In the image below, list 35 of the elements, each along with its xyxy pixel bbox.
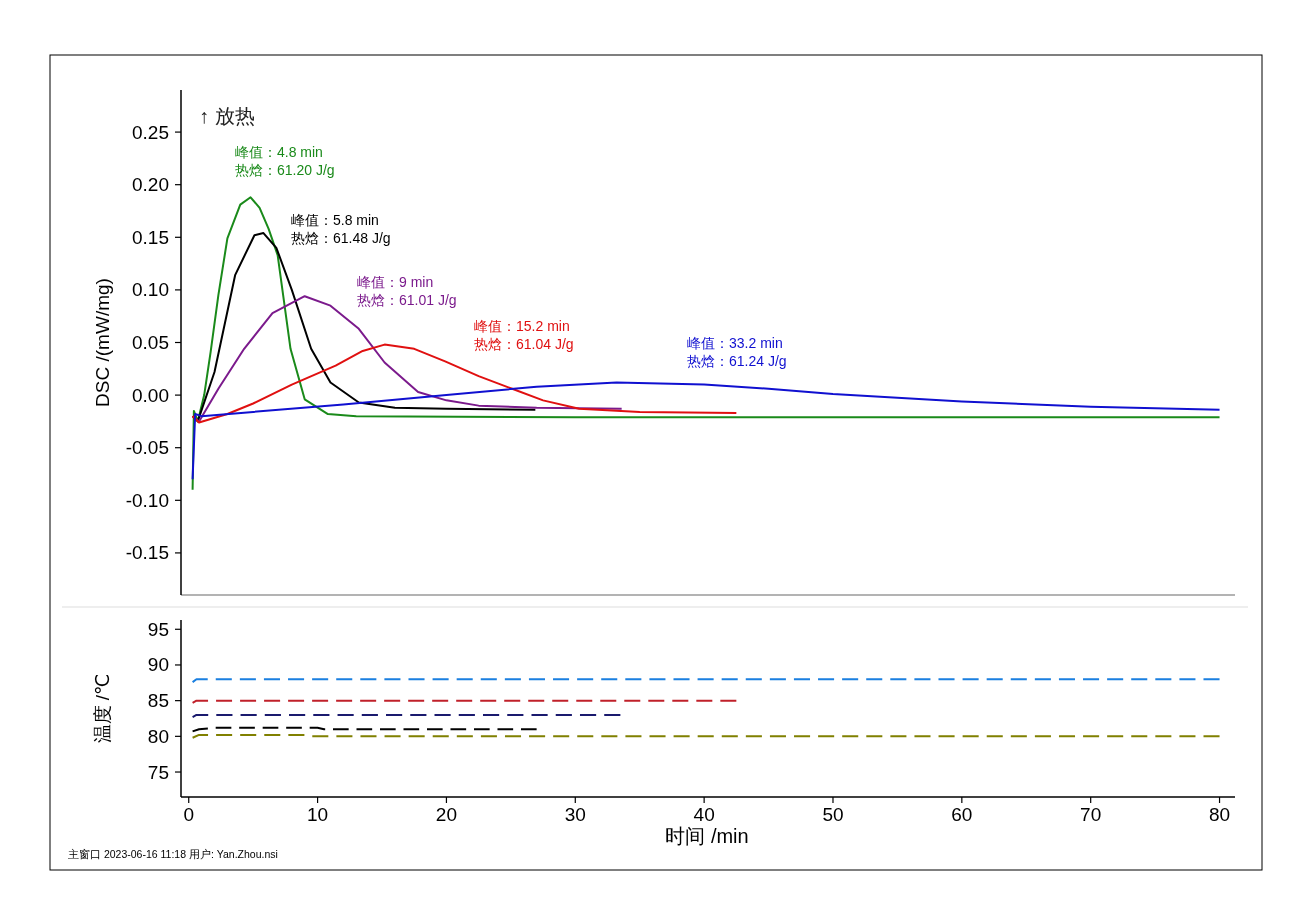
y-tick-label: 0.20 <box>132 174 169 196</box>
y-tick-label: 0.15 <box>132 226 169 248</box>
x-tick-label: 0 <box>183 804 195 825</box>
text: 主窗口 2023-06-16 11:18 用户: Yan.Zhou.nsi <box>68 848 278 860</box>
annotation: ↑ 放热 <box>199 105 255 127</box>
x-tick-label: 20 <box>435 804 457 825</box>
x-tick-label: 40 <box>693 804 715 825</box>
y-tick-label: 75 <box>147 761 169 783</box>
line-series <box>191 381 1221 481</box>
annotation: 峰值：9 min 热焓：61.01 J/g <box>357 274 457 308</box>
annotation: 峰值：33.2 min 热焓：61.24 J/g <box>687 335 787 369</box>
annotation: 峰值：15.2 min 热焓：61.04 J/g <box>474 318 574 352</box>
y-tick-label: 90 <box>147 654 169 676</box>
y-tick-label: -0.10 <box>125 489 169 511</box>
x-tick-label: 70 <box>1080 804 1102 825</box>
y-tick-label: -0.05 <box>125 437 169 459</box>
y-tick-label: 0.10 <box>132 279 169 301</box>
line-series <box>191 196 1221 491</box>
annotation: 峰值：5.8 min 热焓：61.48 J/g <box>291 212 391 246</box>
x-tick-label: 50 <box>822 804 844 825</box>
y-axis-title: 温度 /℃ <box>92 673 113 744</box>
y-tick-label: 0.25 <box>132 121 169 143</box>
x-tick-label: 10 <box>307 804 329 825</box>
x-tick-label: 60 <box>951 804 973 825</box>
y-tick-label: 0.00 <box>132 384 169 406</box>
x-axis-title: 时间 /min <box>665 825 749 847</box>
y-tick-label: -0.15 <box>125 542 169 564</box>
y-tick-label: 95 <box>147 618 169 640</box>
x-tick-label: 80 <box>1208 804 1231 825</box>
annotation: 峰值：4.8 min 热焓：61.20 J/g <box>235 144 335 178</box>
y-tick-label: 0.05 <box>132 332 169 353</box>
y-tick-label: 85 <box>147 690 169 712</box>
y-tick-label: 80 <box>147 725 169 747</box>
y-axis-title: DSC /(mW/mg) <box>92 278 113 407</box>
x-tick-label: 30 <box>564 804 586 825</box>
